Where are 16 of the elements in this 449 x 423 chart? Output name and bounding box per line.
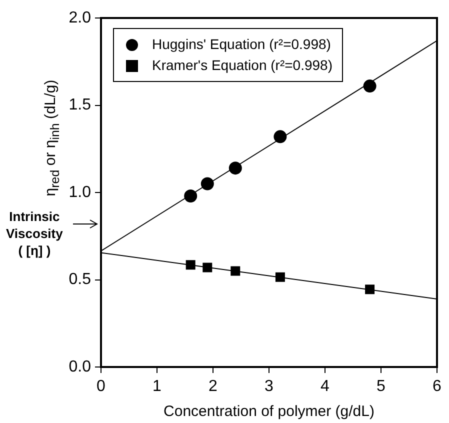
legend-label: Huggins' Equation (r²=0.998)	[152, 35, 331, 54]
text: Intrinsic Viscosity ( [η] )	[6, 208, 63, 259]
x-tick-label: 2	[208, 378, 218, 396]
x-tick-label: 6	[432, 378, 442, 396]
y-tick-label: 1.5	[68, 96, 92, 114]
y-tick-label: 0.0	[68, 358, 92, 376]
y-tick-label: 1.0	[68, 184, 92, 201]
y-tick-label: 0.5	[68, 271, 92, 288]
x-axis-title: Concentration of polymer (g/dL)	[164, 403, 374, 420]
x-tick-label: 4	[320, 378, 330, 396]
legend-label: Kramer's Equation (r²=0.998)	[152, 56, 332, 75]
x-tick-label: 0	[96, 378, 106, 396]
x-tick-label: 1	[152, 378, 162, 396]
x-tick-label: 3	[264, 378, 274, 396]
y-tick-label: 2.0	[68, 9, 92, 26]
x-tick-label: 5	[376, 378, 386, 396]
